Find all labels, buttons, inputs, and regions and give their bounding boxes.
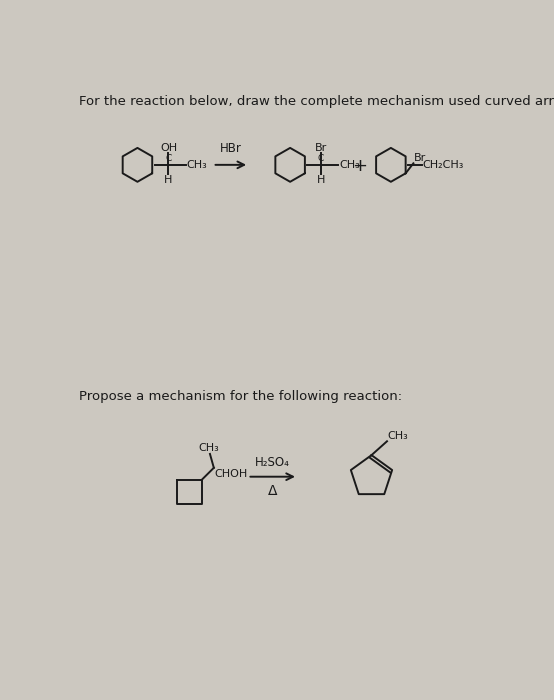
Text: HBr: HBr bbox=[220, 142, 242, 155]
Text: C: C bbox=[318, 153, 324, 162]
Text: H: H bbox=[317, 175, 325, 185]
Text: CH₃: CH₃ bbox=[186, 160, 207, 170]
Text: CH₃: CH₃ bbox=[339, 160, 360, 170]
Text: For the reaction below, draw the complete mechanism used curved arrows.: For the reaction below, draw the complet… bbox=[79, 94, 554, 108]
Text: Δ: Δ bbox=[268, 484, 278, 498]
Text: Br: Br bbox=[315, 143, 327, 153]
Text: OH: OH bbox=[160, 143, 177, 153]
Text: +: + bbox=[352, 157, 367, 174]
Text: CH₃: CH₃ bbox=[198, 443, 219, 453]
Text: CH₂CH₃: CH₂CH₃ bbox=[423, 160, 464, 170]
Text: H: H bbox=[165, 175, 173, 185]
Text: H₂SO₄: H₂SO₄ bbox=[255, 456, 290, 469]
Text: CH₃: CH₃ bbox=[388, 430, 408, 440]
Text: Propose a mechanism for the following reaction:: Propose a mechanism for the following re… bbox=[79, 391, 402, 403]
Text: CHOH: CHOH bbox=[214, 469, 248, 480]
Text: Br: Br bbox=[414, 153, 427, 162]
Text: C: C bbox=[165, 153, 172, 162]
